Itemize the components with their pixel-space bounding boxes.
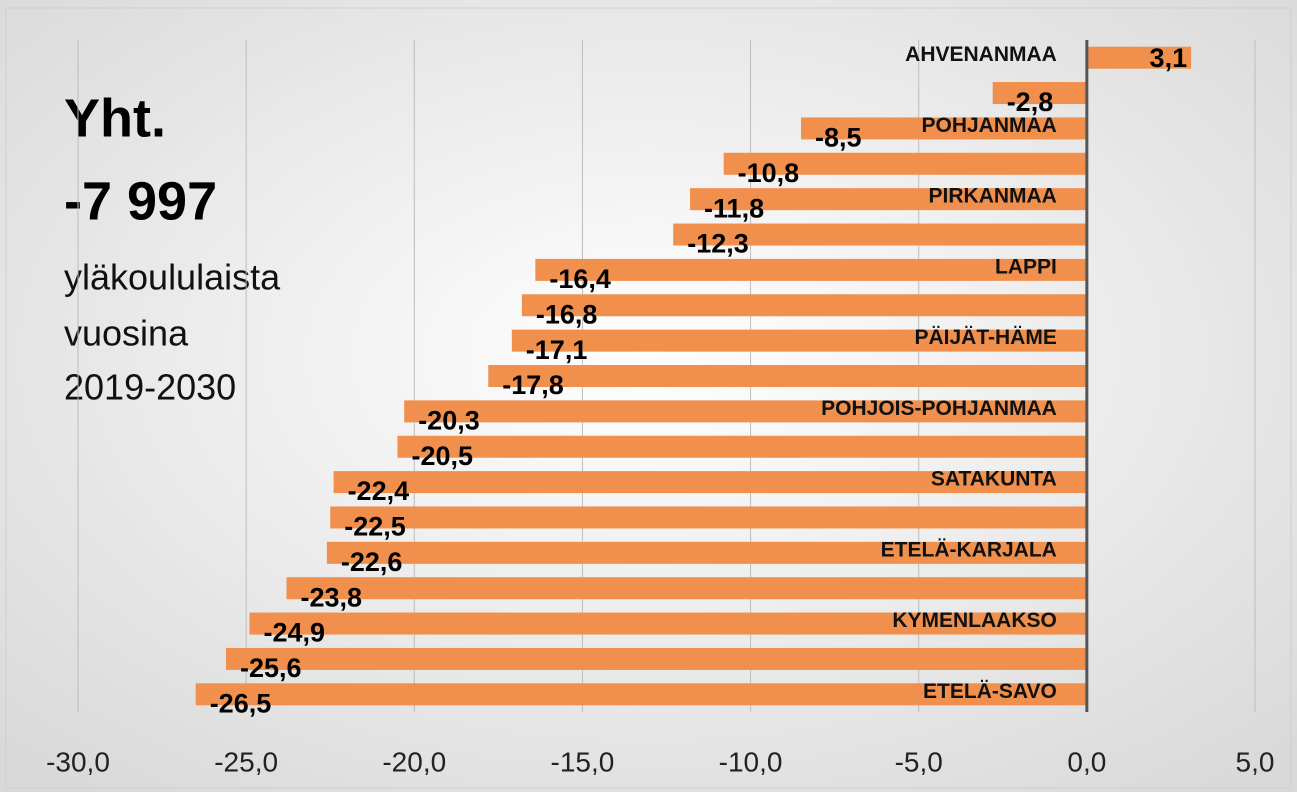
bar <box>249 612 1087 635</box>
frame <box>5 7 1292 789</box>
value-label: -22,5 <box>344 512 406 542</box>
x-tick-label: -15,0 <box>551 746 615 777</box>
value-label: -10,8 <box>738 158 800 188</box>
annotation: 2019-2030 <box>64 367 236 408</box>
bar <box>225 647 1087 670</box>
x-tick-label: -30,0 <box>46 746 110 777</box>
value-label: -23,8 <box>300 582 362 612</box>
category-label: ETELÄ-KARJALA <box>881 538 1057 561</box>
x-tick-label: 0,0 <box>1067 746 1106 777</box>
value-label: -16,8 <box>536 299 598 329</box>
value-label: -20,3 <box>418 405 480 435</box>
bar <box>333 471 1087 494</box>
bar <box>488 365 1087 387</box>
category-label: ETELÄ-SAVO <box>923 680 1057 703</box>
value-label: -22,4 <box>348 476 410 506</box>
value-label: -2,8 <box>1007 87 1054 117</box>
bar <box>723 152 1087 175</box>
category-label: PIRKANMAA <box>929 185 1057 208</box>
bar <box>690 188 1087 211</box>
bar <box>330 506 1087 529</box>
x-tick-label: 5,0 <box>1236 746 1275 777</box>
annotation: Yht. <box>64 88 166 148</box>
value-label: -16,4 <box>549 264 611 294</box>
value-label: -17,8 <box>502 370 564 400</box>
bar <box>1086 46 1192 69</box>
bar <box>404 400 1087 423</box>
annotation: vuosina <box>64 313 189 354</box>
value-label: 3,1 <box>1150 43 1188 73</box>
value-label: -12,3 <box>687 229 749 259</box>
value-label: -25,6 <box>240 653 302 683</box>
bar <box>535 258 1087 281</box>
category-label: POHJOIS-POHJANMAA <box>821 397 1057 420</box>
category-label: POHJANMAA <box>922 114 1057 137</box>
value-label: -8,5 <box>815 123 862 153</box>
bar <box>992 82 1087 105</box>
value-label: -24,9 <box>264 618 326 648</box>
bar <box>673 223 1087 246</box>
value-label: -22,6 <box>341 547 403 577</box>
annotation: yläkoululaista <box>64 257 281 298</box>
value-label: -17,1 <box>526 335 588 365</box>
x-tick-label: -25,0 <box>214 746 278 777</box>
bar <box>521 294 1087 317</box>
bar <box>195 683 1087 706</box>
category-label: AHVENANMAA <box>905 43 1057 66</box>
value-label: -11,8 <box>704 193 764 223</box>
value-label: -26,5 <box>210 688 272 718</box>
x-tick-label: -20,0 <box>382 746 446 777</box>
category-label: LAPPI <box>995 255 1057 278</box>
category-label: PÄIJÄT-HÄME <box>914 326 1056 349</box>
x-tick-label: -5,0 <box>895 746 943 777</box>
category-label: KYMENLAAKSO <box>892 609 1057 632</box>
bar <box>397 435 1087 458</box>
annotation: -7 997 <box>64 171 217 231</box>
category-label: SATAKUNTA <box>931 468 1057 491</box>
value-label: -20,5 <box>411 441 473 471</box>
bar <box>286 577 1087 600</box>
bar <box>511 329 1087 352</box>
x-tick-label: -10,0 <box>719 746 783 777</box>
bar <box>801 117 1087 140</box>
bar <box>326 541 1087 564</box>
